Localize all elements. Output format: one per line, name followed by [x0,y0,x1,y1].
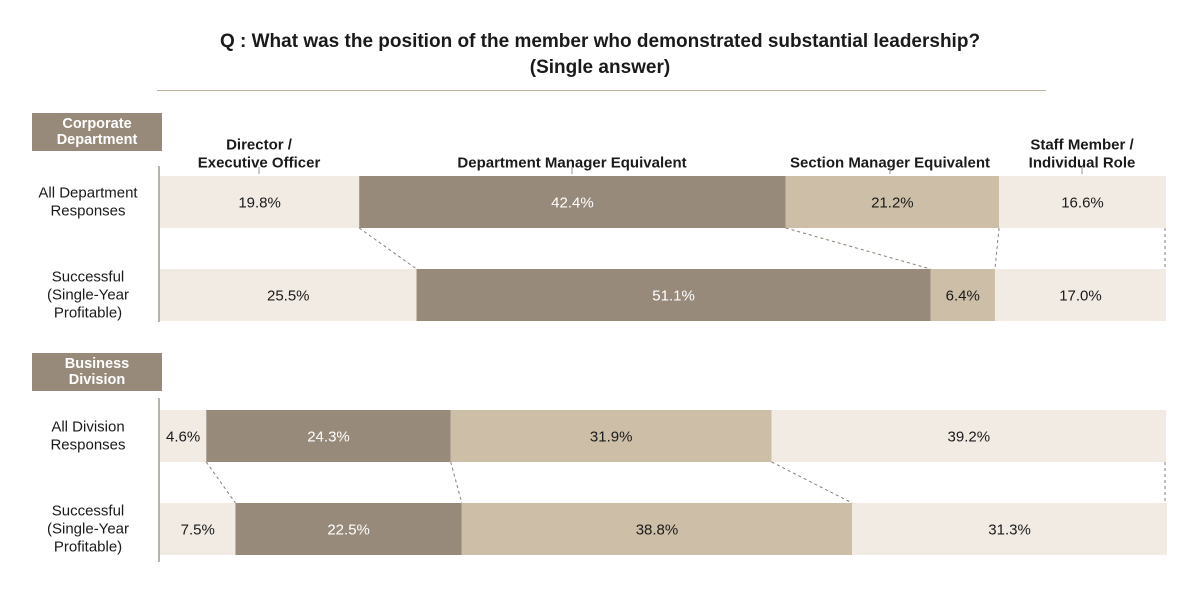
data-label-0-1-3: 17.0% [1059,288,1102,305]
connector-line-0-2 [994,227,1000,270]
data-label-0-1-0: 25.5% [267,288,310,305]
connector-line-1-2 [771,461,853,504]
group-label-box-0 [32,113,162,151]
row-label-1-0: All Division Responses [50,419,125,454]
data-label-0-0-0: 19.8% [238,195,281,212]
bar-segment-1-1-2 [461,503,853,555]
series-label-0: Director / Executive Officer [198,137,321,172]
chart-title-line1: Q : What was the position of the member … [219,31,981,52]
series-label-3: Staff Member / Individual Role [1029,137,1136,172]
data-label-1-1-1: 22.5% [327,522,370,539]
group-label-1: Business Division [65,356,129,388]
row-label-1-1: Successful (Single-Year Profitable) [47,503,129,556]
connector-line-0-1 [785,227,931,270]
data-label-1-0-2: 31.9% [590,429,633,446]
data-label-0-0-1: 42.4% [551,195,594,212]
connector-line-1-0 [205,461,236,504]
data-label-1-1-2: 38.8% [636,522,679,539]
data-label-0-1-2: 6.4% [946,288,980,305]
bar-segment-0-0-3 [999,176,1166,228]
data-label-0-0-3: 16.6% [1061,195,1104,212]
bar-segment-0-1-3 [994,269,1166,321]
data-label-0-1-1: 51.1% [652,288,695,305]
group-label-0: Corporate Department [57,116,138,148]
bar-segment-1-1-1 [235,503,462,555]
series-label-2: Section Manager Equivalent [790,155,990,172]
bar-segment-0-1-2 [930,269,995,321]
title-divider [157,90,1046,91]
bar-segment-0-1-0 [160,269,417,321]
bar-segment-0-0-1 [359,176,786,228]
row-label-0-0: All Department Responses [38,185,138,220]
data-label-1-0-1: 24.3% [307,429,350,446]
connector-line-0-0 [358,227,417,270]
data-label-1-0-3: 39.2% [948,429,991,446]
bar-segment-1-1-0 [160,503,236,555]
bar-segment-1-1-3 [852,503,1168,555]
connector-line-1-1 [450,461,463,504]
data-label-1-0-0: 4.6% [166,429,200,446]
bar-segment-0-0-2 [785,176,1000,228]
data-label-1-1-0: 7.5% [181,522,215,539]
bar-segment-1-0-0 [160,410,207,462]
group-label-box-1 [32,353,162,391]
data-label-1-1-3: 31.3% [988,522,1031,539]
row-label-0-1: Successful (Single-Year Profitable) [47,269,129,322]
bar-segment-1-0-2 [450,410,772,462]
data-label-0-0-2: 21.2% [871,195,914,212]
bar-segment-1-0-3 [771,410,1166,462]
bar-segment-0-1-1 [416,269,931,321]
bar-segment-1-0-1 [206,410,451,462]
series-label-1: Department Manager Equivalent [457,155,686,172]
bar-segment-0-0-0 [160,176,360,228]
chart-title-line2: (Single answer) [529,57,671,78]
